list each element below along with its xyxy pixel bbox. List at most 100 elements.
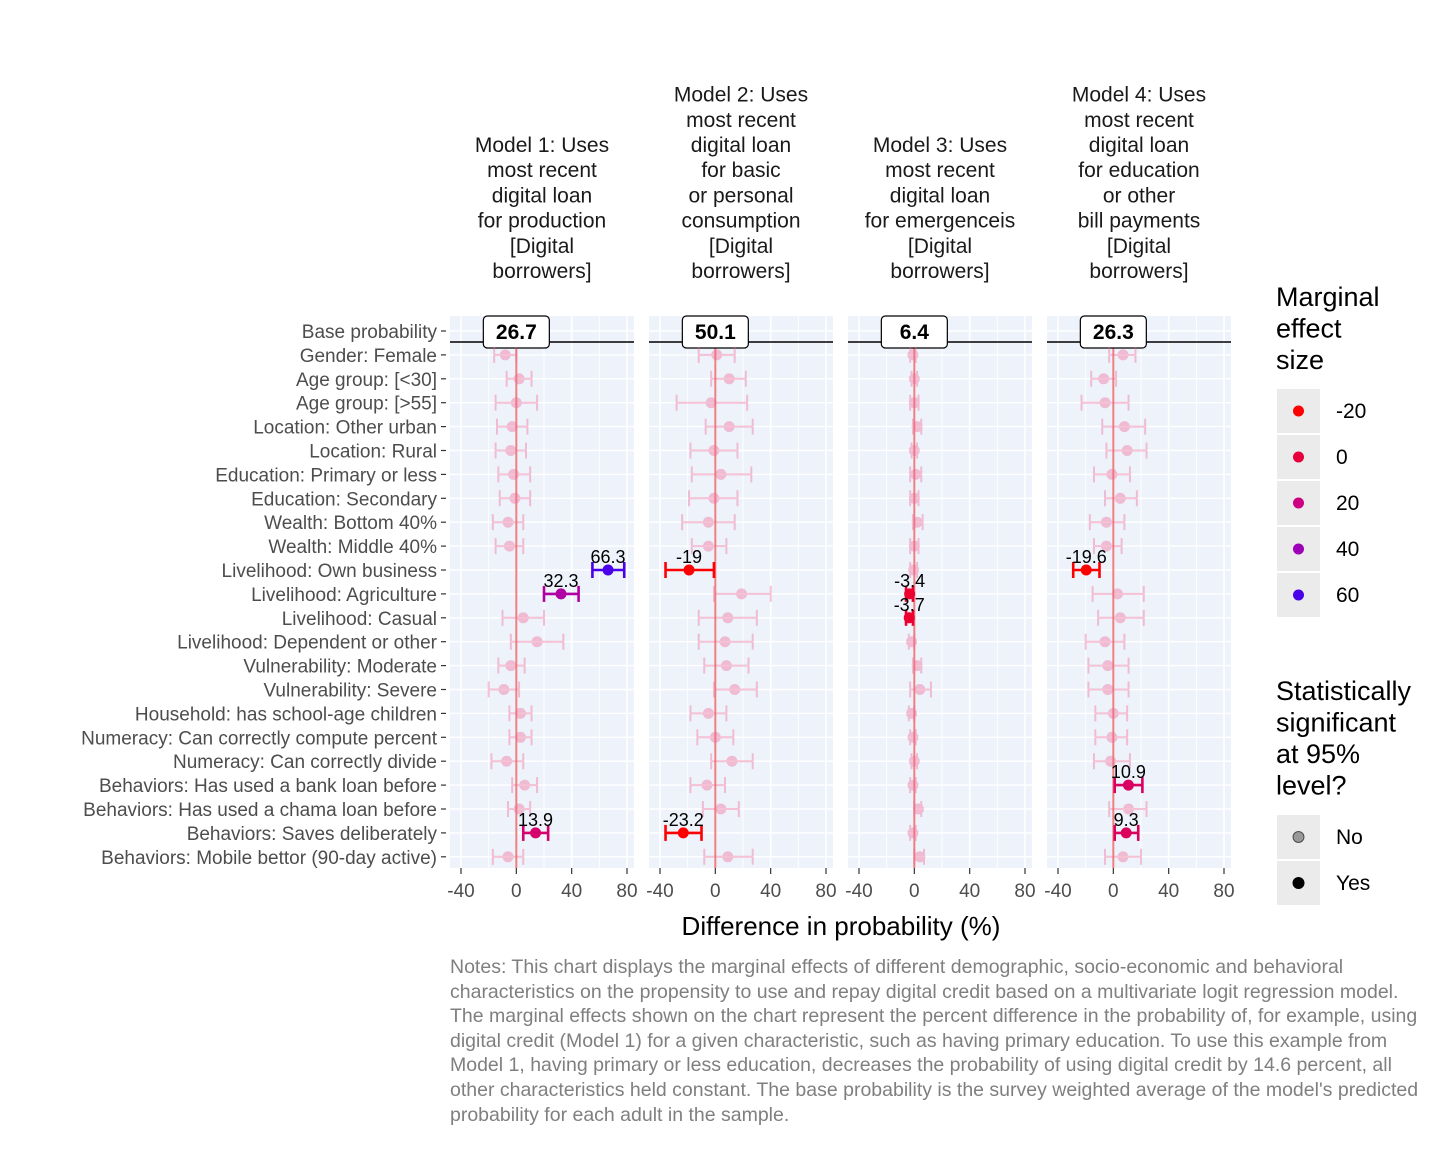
estimate-nonsignificant [491, 848, 525, 865]
estimate-nonsignificant [909, 681, 932, 698]
legend-key-dot [1293, 497, 1304, 509]
estimate-nonsignificant [507, 801, 532, 817]
point-estimate [708, 492, 720, 504]
estimate-nonsignificant [908, 538, 920, 555]
point-estimate [503, 540, 515, 552]
point-estimate [1100, 540, 1112, 552]
point-estimate [1099, 397, 1111, 409]
x-tick-label: 80 [1213, 881, 1234, 902]
point-estimate [1106, 731, 1118, 743]
estimate-nonsignificant [704, 418, 754, 435]
legend-key-dot [1292, 877, 1305, 889]
legend-title-line: Statistically [1276, 676, 1412, 706]
estimate-significant [1113, 824, 1140, 841]
point-estimate [1106, 468, 1118, 480]
estimate-nonsignificant [498, 490, 532, 507]
row-label: Livelihood: Agriculture [251, 585, 437, 606]
panel-title-line: digital loan [492, 184, 592, 207]
panel-title-line: borrowers] [492, 260, 591, 283]
point-estimate [508, 468, 520, 480]
point-estimate [683, 564, 695, 576]
row-label: Location: Other urban [253, 418, 437, 439]
point-estimate [908, 373, 920, 385]
point-estimate [499, 349, 511, 361]
x-tick-label: 0 [1108, 881, 1119, 902]
estimate-nonsignificant [710, 753, 754, 770]
legend-key-dot [1293, 405, 1304, 417]
panel-title-line: Model 1: Uses [475, 134, 609, 157]
row-label: Age group: [>55] [296, 394, 437, 415]
estimate-nonsignificant [487, 681, 521, 698]
point-estimate [1118, 421, 1130, 433]
estimate-nonsignificant [1087, 681, 1130, 698]
legend-key-bg [1277, 815, 1320, 859]
x-tick-label: 80 [1014, 881, 1035, 902]
estimate-significant [1071, 562, 1101, 578]
point-estimate [502, 851, 514, 863]
row-label: Gender: Female [300, 346, 437, 367]
point-estimate [708, 445, 720, 456]
estimate-nonsignificant [712, 681, 758, 698]
panel-title-line: most recent [686, 109, 796, 132]
estimate-nonsignificant [688, 490, 739, 507]
estimate-nonsignificant [912, 801, 924, 817]
estimate-nonsignificant [1097, 609, 1145, 626]
estimate-label: 66.3 [591, 547, 626, 567]
legend-key-dot [1293, 589, 1304, 601]
row-label: Wealth: Bottom 40% [264, 513, 437, 534]
x-tick-label: 40 [561, 881, 582, 902]
point-estimate [720, 660, 732, 672]
estimate-nonsignificant [1092, 466, 1131, 483]
estimate-label: 10.9 [1111, 762, 1146, 782]
estimate-nonsignificant [911, 418, 923, 435]
estimate-nonsignificant [907, 346, 919, 363]
row-label: Wealth: Middle 40% [268, 537, 437, 558]
point-estimate [513, 803, 525, 815]
estimate-nonsignificant [494, 442, 528, 459]
point-estimate [715, 803, 727, 815]
x-tick-label: 80 [616, 881, 637, 902]
point-estimate [904, 588, 916, 600]
estimate-nonsignificant [703, 848, 754, 865]
x-tick-label: 40 [1158, 881, 1179, 902]
estimate-label: 9.3 [1114, 810, 1139, 830]
point-estimate [908, 755, 920, 767]
point-estimate [1117, 851, 1129, 863]
row-label: Livelihood: Casual [282, 609, 437, 630]
x-tick-label: 80 [815, 881, 836, 902]
row-label: Vulnerability: Moderate [243, 657, 437, 678]
estimate-label: 13.9 [518, 810, 553, 830]
legend-title-line: effect [1276, 314, 1342, 344]
legend-label: Yes [1336, 872, 1370, 895]
estimate-nonsignificant [511, 777, 539, 794]
point-estimate [723, 373, 735, 385]
estimate-nonsignificant [697, 609, 758, 626]
panel-title-line: most recent [487, 159, 597, 182]
point-estimate [726, 755, 738, 767]
point-estimate [709, 731, 721, 743]
estimate-label: -23.2 [663, 810, 704, 830]
panel-title-line: digital loan [890, 184, 990, 207]
estimate-significant [664, 562, 716, 578]
estimate-nonsignificant [490, 753, 525, 770]
point-estimate [715, 468, 727, 480]
estimate-nonsignificant [689, 705, 728, 722]
point-estimate [506, 421, 518, 433]
estimate-nonsignificant [497, 657, 526, 674]
panel-title-line: most recent [1084, 109, 1194, 132]
estimate-nonsignificant [1084, 633, 1126, 650]
point-estimate [498, 684, 510, 695]
estimate-nonsignificant [689, 777, 727, 794]
point-estimate [911, 421, 923, 433]
row-label: Numeracy: Can correctly divide [173, 752, 437, 773]
legend-title-line: significant [1276, 708, 1397, 738]
point-estimate [914, 851, 926, 863]
point-estimate [1102, 684, 1114, 695]
point-estimate [509, 492, 521, 504]
row-label: Base probability [302, 322, 438, 343]
panel-background [848, 316, 1032, 868]
base-probability-box [482, 315, 550, 349]
